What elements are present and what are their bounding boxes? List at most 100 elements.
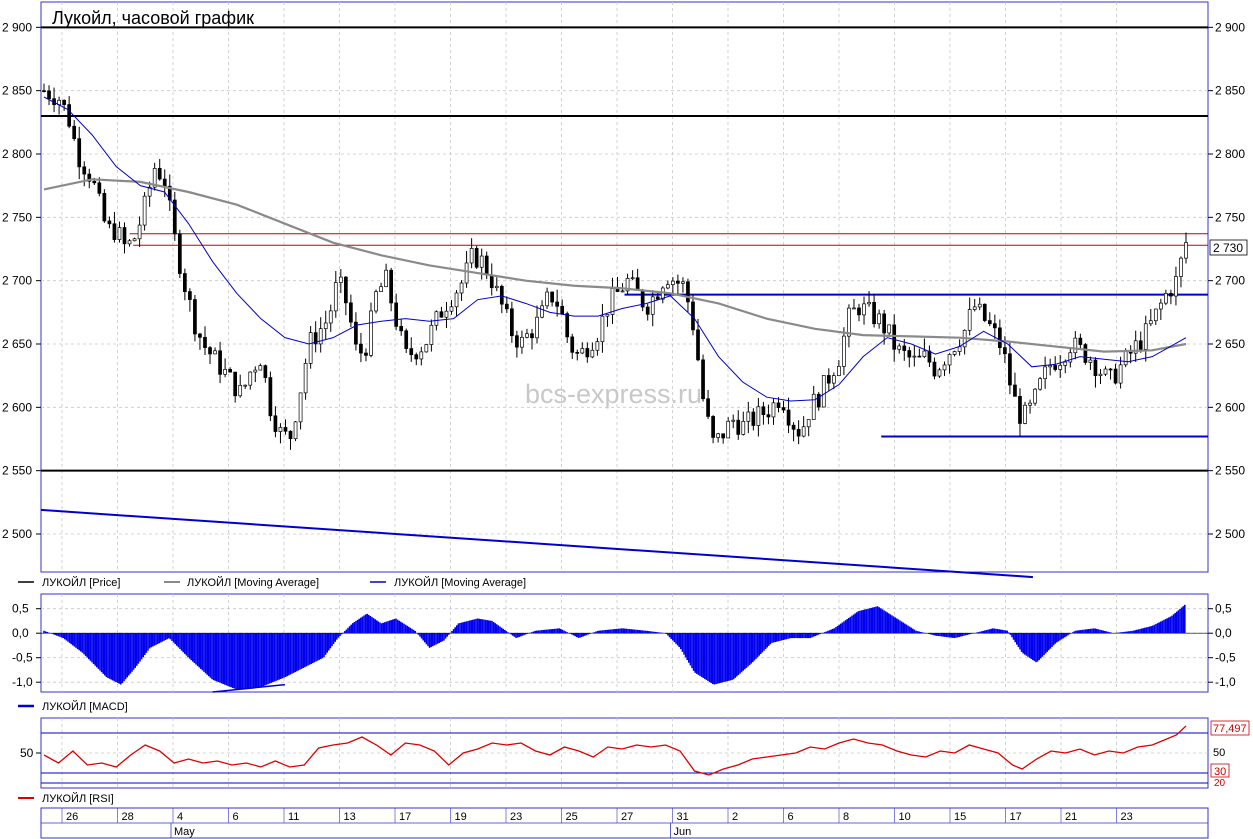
price-candle	[857, 303, 861, 322]
candle-body	[550, 291, 554, 303]
price-candle	[193, 294, 197, 342]
candle-body	[816, 393, 821, 408]
candle-body	[67, 104, 72, 127]
candle-body	[630, 277, 635, 280]
candle-body	[328, 310, 333, 324]
candle-body	[1048, 365, 1053, 368]
candle-body	[746, 411, 751, 422]
candle-body	[203, 336, 207, 348]
candle-body	[248, 371, 253, 386]
candle-body	[887, 324, 892, 334]
macd-tick-label-right: 0,5	[1215, 602, 1232, 616]
candle-body	[525, 333, 529, 338]
price-candle	[177, 229, 182, 279]
x-month-labels: May Jun	[170, 823, 692, 838]
price-candle	[273, 406, 278, 438]
x-axis: 26 28 4 6 11 13 17 19 23 25 27 31 2 6 8 10 15 17 21 23 May J…	[40, 807, 1209, 839]
price-candle	[992, 314, 997, 339]
candle-body	[394, 302, 399, 327]
candle-body	[318, 328, 323, 345]
price-candle	[137, 216, 142, 247]
candle-body	[796, 428, 801, 437]
candle-body	[1053, 365, 1058, 370]
candle-body	[917, 355, 922, 358]
x-month-label: Jun	[674, 826, 692, 838]
price-tick-label-left: 2 900	[2, 20, 32, 34]
candle-body	[585, 348, 590, 358]
candle-body	[82, 166, 87, 175]
price-candle	[369, 302, 373, 358]
price-levels	[41, 26, 1208, 472]
price-candle	[167, 174, 172, 211]
price-candle	[736, 410, 741, 440]
candle-body	[107, 220, 112, 225]
price-candle	[1118, 356, 1123, 389]
x-day-label: 8	[843, 811, 849, 823]
macd-histogram	[43, 604, 1186, 690]
candle-body	[902, 345, 907, 351]
macd-y-axis-left: 0,5 0,0 -0,5 -1,0	[12, 602, 41, 689]
x-day-label: 15	[954, 811, 966, 823]
candle-body	[183, 273, 187, 292]
price-candle	[877, 309, 881, 329]
price-tick-label-left: 2 850	[2, 84, 32, 98]
candle-body	[258, 365, 263, 371]
price-candle	[927, 345, 932, 367]
price-candle	[696, 318, 700, 362]
candle-body	[560, 305, 565, 314]
candle-body	[595, 341, 600, 351]
candle-body	[389, 269, 393, 304]
price-candle	[1013, 372, 1017, 397]
price-candle	[816, 391, 821, 411]
candle-body	[1148, 320, 1153, 325]
price-candle	[1078, 333, 1083, 349]
candle-body	[313, 332, 318, 345]
price-candle	[1068, 348, 1073, 368]
x-day-labels: 26 28 4 6 11 13 17 19 23 25 27 31 2 6 8 10 15 17 21 23	[61, 808, 1133, 823]
price-candle	[671, 277, 675, 295]
price-candle	[972, 298, 977, 312]
price-candle	[585, 342, 590, 363]
candle-body	[726, 420, 731, 439]
price-candle	[982, 303, 987, 323]
price-candle	[801, 416, 806, 438]
candle-body	[354, 321, 358, 345]
candle-body	[957, 346, 962, 352]
price-candle	[872, 293, 876, 328]
last-price-marker: 2 730	[1209, 239, 1248, 256]
candle-body	[605, 314, 610, 317]
candle-body	[650, 296, 655, 315]
x-day-label: 2	[732, 811, 738, 823]
price-candle	[852, 299, 856, 310]
candle-body	[731, 419, 736, 422]
candle-body	[72, 125, 77, 139]
candle-body	[228, 369, 232, 373]
candle-body	[1038, 378, 1042, 390]
price-candle	[318, 317, 323, 353]
chart-title: Лукойл, часовой график	[52, 8, 254, 28]
price-candle	[439, 306, 444, 318]
price-candle	[1008, 342, 1012, 395]
rsi-right-50: 50	[1213, 747, 1225, 759]
candle-body	[112, 223, 117, 240]
candle-body	[364, 352, 368, 356]
price-candle	[1088, 356, 1093, 370]
candle-body	[801, 426, 806, 437]
price-candle	[389, 267, 393, 312]
price-trendline	[40, 508, 1034, 579]
macd-panel: 0,5 0,0 -0,5 -1,0 0,5 0,0 -0,5 -1,0	[12, 593, 1236, 693]
candle-body	[273, 415, 278, 432]
candle-body	[781, 407, 786, 411]
price-candle	[499, 284, 504, 314]
x-day-label: 23	[1121, 811, 1133, 823]
price-candle	[967, 297, 972, 336]
price-candle	[268, 371, 273, 422]
candle-body	[600, 315, 605, 343]
candle-body	[449, 306, 454, 312]
candle-body	[1063, 361, 1068, 366]
price-candle	[565, 311, 570, 344]
x-day-label: 31	[677, 811, 689, 823]
candle-body	[333, 282, 338, 312]
candle-body	[706, 398, 710, 417]
candle-body	[826, 375, 831, 384]
